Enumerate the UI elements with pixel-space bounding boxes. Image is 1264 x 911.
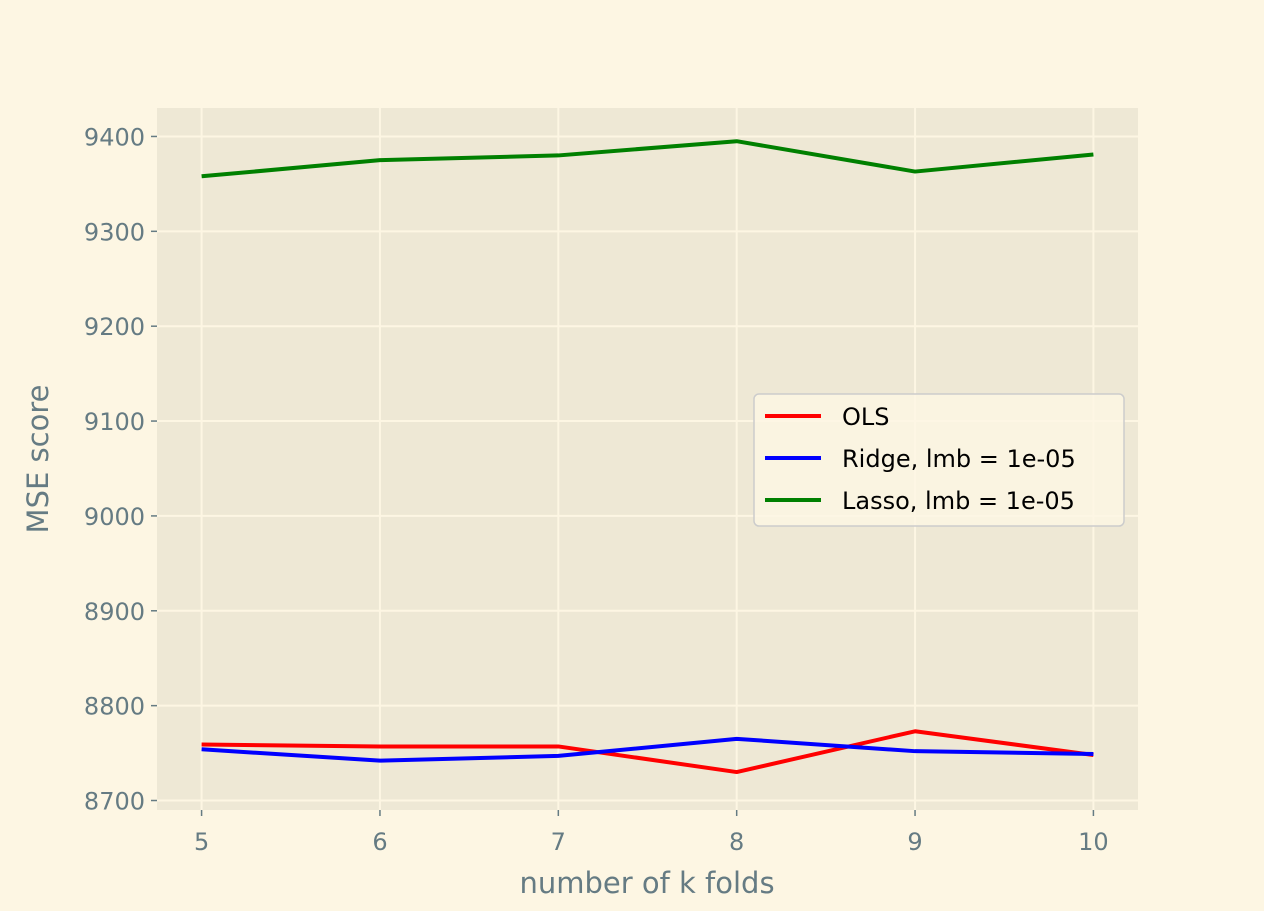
y-tick-label: 8900 — [84, 598, 145, 626]
y-tick-label: 8700 — [84, 788, 145, 816]
x-axis-label: number of k folds — [519, 866, 774, 900]
x-tick-label: 6 — [372, 828, 387, 856]
y-tick-label: 9400 — [84, 123, 145, 151]
ticks: 5 6 7 8 9 10 8700 8800 8900 9000 9100 9200 9300 9400 — [84, 123, 1109, 856]
y-tick-label: 9200 — [84, 313, 145, 341]
x-tick-label: 5 — [194, 828, 209, 856]
legend-label: Lasso, lmb = 1e-05 — [842, 487, 1075, 515]
y-tick-label: 9100 — [84, 408, 145, 436]
grid — [157, 108, 1138, 810]
x-tick-label: 7 — [551, 828, 566, 856]
legend: OLS Ridge, lmb = 1e-05 Lasso, lmb = 1e-05 — [753, 393, 1125, 527]
legend-label: Ridge, lmb = 1e-05 — [842, 445, 1076, 473]
y-axis-label: MSE score — [21, 385, 55, 534]
x-tick-label: 10 — [1078, 828, 1109, 856]
x-tick-label: 9 — [907, 828, 922, 856]
y-tick-label: 9300 — [84, 218, 145, 246]
legend-label: OLS — [842, 403, 890, 431]
series-line-1 — [201, 736, 1094, 763]
x-tick-label: 8 — [729, 828, 744, 856]
series-line-0 — [201, 729, 1094, 775]
y-tick-label: 9000 — [84, 503, 145, 531]
y-tick-label: 8800 — [84, 693, 145, 721]
legend-box — [753, 393, 1125, 527]
series-line-2 — [201, 139, 1094, 179]
series-lines — [201, 139, 1094, 775]
